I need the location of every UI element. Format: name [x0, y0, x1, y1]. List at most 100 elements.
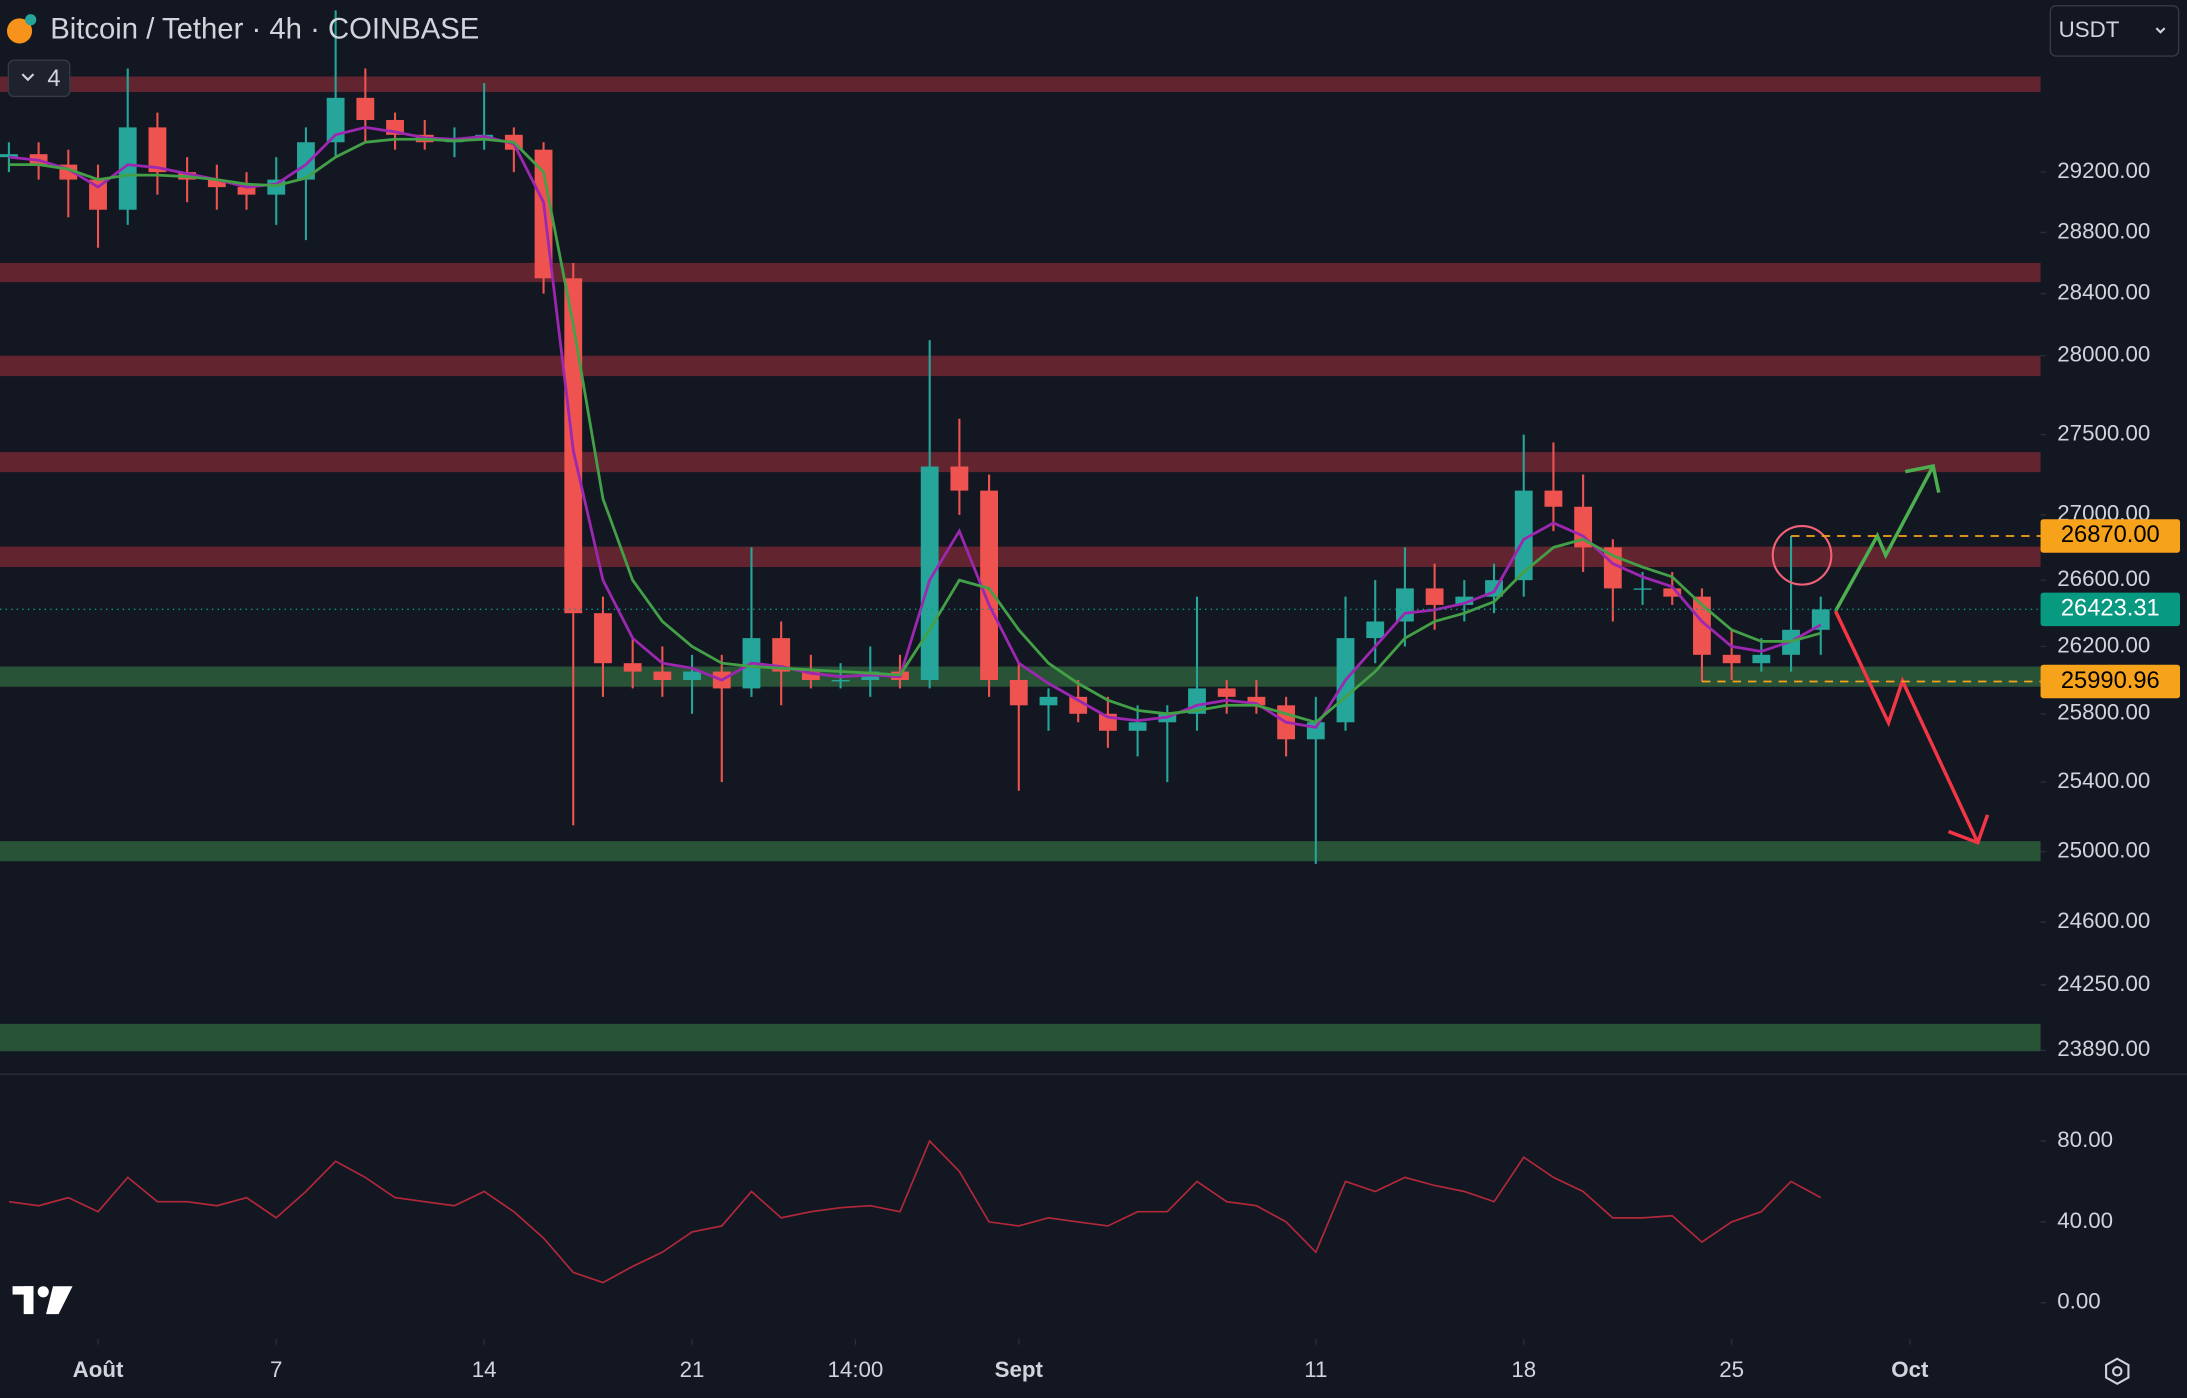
x-tick-label: 14: [472, 1357, 497, 1382]
candle-body: [1069, 696, 1088, 714]
y-tick-label: 25400.00: [2057, 768, 2150, 793]
candle-body: [920, 466, 939, 680]
y-tick-label: 26600.00: [2057, 566, 2150, 591]
candle-body: [1039, 696, 1058, 706]
candle-body: [1752, 654, 1771, 664]
x-tick-label: 7: [270, 1357, 282, 1382]
y-tick-label: 23890.00: [2057, 1036, 2150, 1061]
symbol-icon-badge: [25, 14, 37, 26]
y-tick-label: 24250.00: [2057, 971, 2150, 996]
candle-body: [1396, 588, 1414, 622]
up-arrow: [1833, 465, 1935, 612]
zone: [0, 452, 2041, 473]
candle-body: [1455, 596, 1474, 605]
zone: [0, 841, 2041, 862]
candle-body: [683, 671, 701, 680]
candle-body: [148, 127, 167, 173]
chart-title: Bitcoin / Tether · 4h · COINBASE: [50, 13, 479, 46]
annotations: [1771, 464, 1990, 845]
zone: [0, 76, 2041, 92]
candle-body: [1128, 722, 1147, 731]
currency: USDT: [2059, 17, 2120, 42]
settings-icon-core: [2112, 1366, 2123, 1377]
candle-body: [1366, 621, 1385, 639]
logo-part: [37, 1286, 49, 1298]
candle-body: [980, 490, 998, 680]
symbol-icon: [6, 18, 33, 44]
candle-body: [297, 142, 315, 180]
y-tick-label: 25000.00: [2057, 837, 2150, 862]
x-tick-label: Sept: [995, 1357, 1044, 1382]
price-labels: 26870.00 26423.31 25990.96: [0, 519, 2181, 699]
candle-body: [1425, 588, 1444, 605]
candle-body: [801, 671, 820, 680]
rsi-line: [8, 1139, 1822, 1284]
logo-part: [23, 1286, 34, 1315]
zone: [0, 546, 2041, 568]
rsi-tick-label: 40.00: [2057, 1208, 2113, 1233]
x-tick-label: 18: [1511, 1357, 1536, 1382]
y-tick-label: 28800.00: [2057, 218, 2150, 243]
candle-body: [623, 663, 642, 672]
logo-part: [46, 1286, 73, 1315]
y-tick-label: 28000.00: [2057, 342, 2150, 367]
up-arrow-head: [1904, 464, 1941, 493]
candle-body: [1693, 596, 1711, 655]
indicator-toggle[interactable]: [7, 59, 71, 98]
currency-select[interactable]: [2049, 5, 2180, 57]
highlight-circle: [1771, 525, 1833, 586]
x-tick-label: 11: [1304, 1357, 1327, 1382]
y-tick-label: 27500.00: [2057, 420, 2150, 445]
candle-body: [653, 671, 672, 680]
x-tick-label: 25: [1719, 1357, 1744, 1382]
y-tick-label: 28400.00: [2057, 280, 2150, 305]
chevron: [2155, 27, 2166, 34]
candle-body: [950, 466, 969, 491]
price-label-box: [2040, 592, 2181, 627]
candle-body: [326, 97, 345, 143]
candle-body: [1811, 609, 1830, 630]
price-label-box: [2040, 519, 2181, 553]
settings-icon[interactable]: [2105, 1357, 2130, 1386]
price-label-box: [2040, 664, 2181, 699]
candle-body: [831, 679, 850, 682]
logo-part: [12, 1286, 34, 1295]
zone: [0, 262, 2041, 283]
rsi-tick-label: 0.00: [2057, 1289, 2100, 1314]
x-tick-label: Août: [73, 1357, 124, 1382]
candle-body: [118, 127, 137, 210]
candle-body: [356, 97, 375, 120]
candle-body: [267, 179, 286, 195]
y-tick-label: 24600.00: [2057, 908, 2150, 933]
candle-body: [207, 179, 226, 188]
logo: [12, 1286, 73, 1315]
candle-body: [772, 638, 791, 672]
indicator-count: 4: [47, 66, 60, 92]
rsi-tick-label: 80.00: [2057, 1127, 2113, 1152]
candle-body: [237, 187, 256, 195]
plot: [0, 10, 1830, 1284]
price-label: 26423.31: [2061, 596, 2160, 622]
candle-body: [1247, 696, 1266, 706]
axes: 29200.00 28800.00 28400.00 28000.00 27500.00…: [73, 158, 2151, 1382]
zone: [0, 666, 2041, 687]
candle-body: [0, 154, 18, 158]
candle-body: [1722, 654, 1741, 664]
candle-body: [1574, 506, 1593, 548]
price-label: 25990.96: [2061, 668, 2160, 694]
price-label: 26870.00: [2061, 522, 2160, 548]
down-arrow-head: [1947, 814, 1990, 845]
candle-body: [1663, 588, 1682, 597]
x-tick-label: Oct: [1891, 1357, 1929, 1382]
moving-average: [8, 137, 1822, 724]
candle-body: [1514, 490, 1533, 581]
zones: [0, 76, 2041, 1052]
zone: [0, 355, 2041, 377]
y-tick-label: 29200.00: [2057, 158, 2150, 183]
candle-body: [1633, 588, 1652, 590]
candle-body: [594, 613, 612, 664]
candle-body: [1009, 679, 1028, 706]
